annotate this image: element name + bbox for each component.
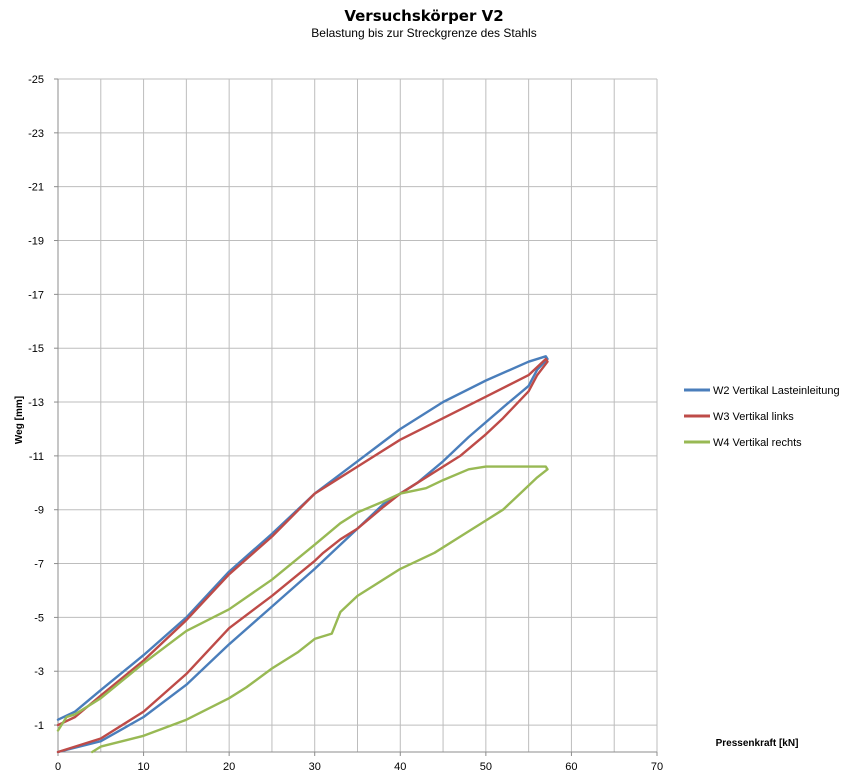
- y-tick-label: -11: [29, 451, 44, 463]
- series-lines: [56, 355, 549, 754]
- legend-label-2: W3 Vertikal links: [713, 411, 794, 423]
- y-tick-label: -7: [34, 559, 44, 571]
- x-tick-label: 60: [565, 761, 577, 773]
- y-tick-label: -19: [28, 236, 44, 248]
- x-tick-label: 30: [309, 761, 321, 773]
- y-tick-label: -15: [28, 343, 44, 355]
- y-tick-label: -23: [28, 128, 44, 140]
- x-tick-labels: 0 10 20 30 40 50 60 70: [55, 761, 663, 773]
- grid: [58, 78, 658, 752]
- y-axis-label: Weg [mm]: [14, 396, 25, 444]
- y-tick-label: -13: [28, 397, 44, 409]
- y-tick-label: -1: [34, 720, 44, 732]
- y-tick-label: -25: [28, 74, 44, 86]
- series-line-1: [56, 355, 549, 754]
- x-tick-label: 10: [137, 761, 149, 773]
- x-tick-label: 40: [394, 761, 406, 773]
- y-tick-labels: -1 -3 -5 -7 -9 -11 -13 -15 -17 -19 -21 -23 -25: [28, 74, 44, 732]
- y-tick-label: -9: [34, 505, 44, 517]
- x-tick-label: 0: [55, 761, 61, 773]
- chart-subtitle: Belastung bis zur Streckgrenze des Stahl…: [311, 26, 536, 40]
- x-tick-label: 70: [651, 761, 663, 773]
- series-line-3: [56, 465, 549, 754]
- x-tick-label: 20: [223, 761, 235, 773]
- series-line-2: [56, 357, 549, 754]
- x-tick-label: 50: [480, 761, 492, 773]
- legend: W2 Vertikal Lasteinleitung W3 Vertikal li…: [684, 385, 840, 449]
- legend-label-1: W2 Vertikal Lasteinleitung: [713, 385, 840, 397]
- y-tick-label: -5: [34, 612, 44, 624]
- x-axis-label: Pressenkraft [kN]: [716, 738, 799, 749]
- legend-label-3: W4 Vertikal rechts: [713, 437, 802, 449]
- chart-title: Versuchskörper V2: [344, 7, 503, 25]
- y-tick-label: -21: [28, 182, 44, 194]
- y-tick-label: -3: [34, 666, 44, 678]
- y-tick-label: -17: [28, 289, 44, 301]
